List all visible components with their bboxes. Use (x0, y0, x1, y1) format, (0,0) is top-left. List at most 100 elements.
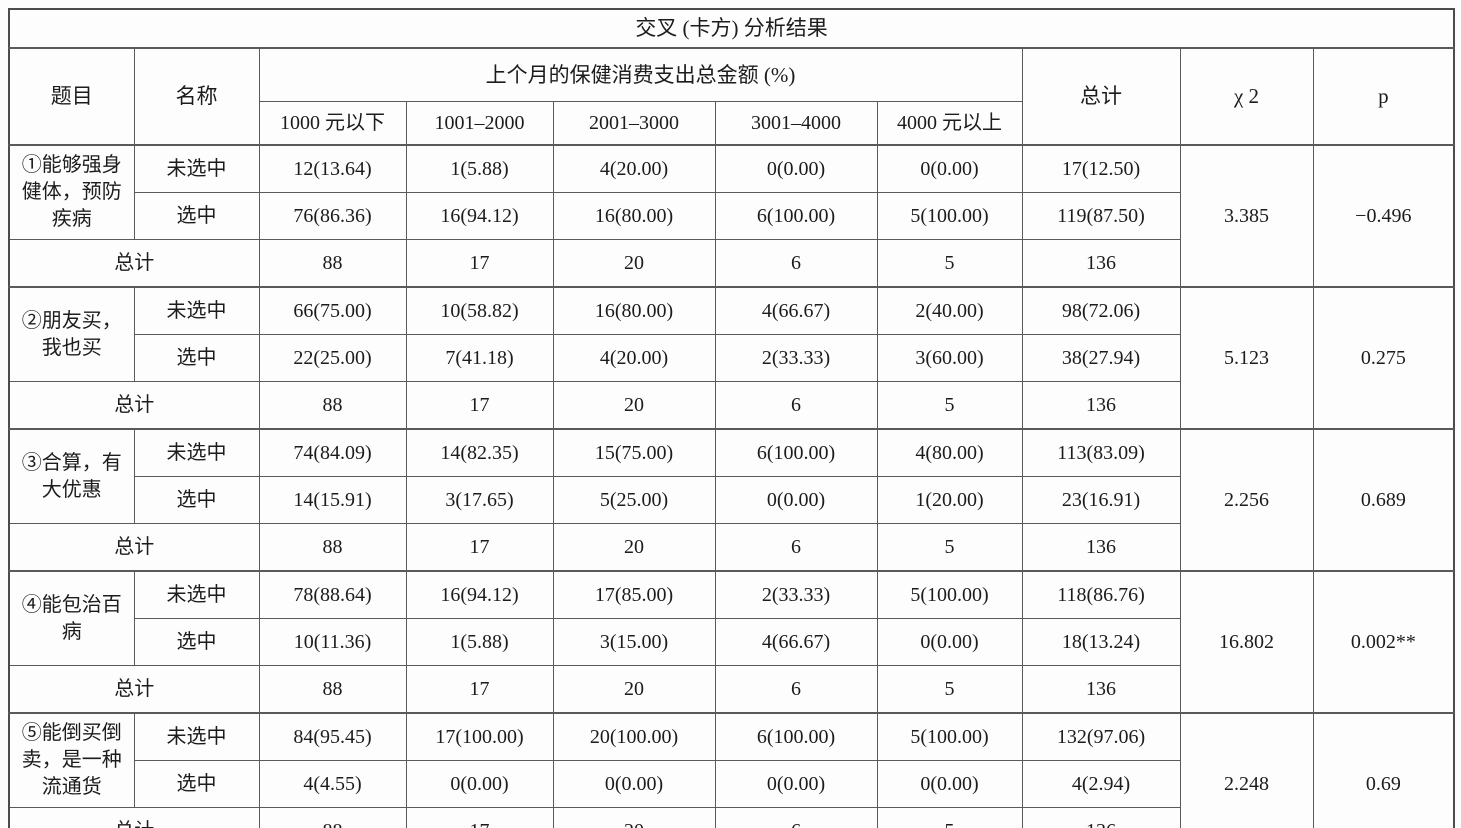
table-row: 题目 名称 上个月的保健消费支出总金额 (%) 总计 χ 2 p (8, 47, 1455, 146)
row-label-selected: 选中 (133, 334, 260, 382)
value-cell: 17 (405, 239, 554, 288)
row-label-unselected: 未选中 (133, 570, 260, 619)
chi2-cell: 2.256 (1179, 428, 1314, 572)
topic-cell: ⑤能倒买倒卖，是一种流通货 (8, 712, 135, 808)
value-cell: 4(66.67) (714, 286, 878, 335)
value-cell: 0(0.00) (714, 760, 878, 808)
table-row: 1000 元以下 1001–2000 2001–3000 3001–4000 4… (9, 101, 1454, 146)
topic-cell: ①能够强身健体，预防疾病 (8, 144, 135, 240)
value-cell: 88 (258, 523, 407, 572)
value-cell: 136 (1021, 381, 1181, 430)
value-cell: 20 (552, 523, 716, 572)
value-cell: 2(33.33) (714, 570, 878, 619)
value-cell: 5(100.00) (876, 570, 1023, 619)
table-row: ①能够强身健体，预防疾病 未选中 12(13.64) 1(5.88) 4(20.… (8, 144, 1455, 288)
value-cell: 5 (876, 523, 1023, 572)
value-cell: 113(83.09) (1021, 428, 1181, 477)
row-label-total: 总计 (8, 239, 260, 288)
row-label-unselected: 未选中 (133, 712, 260, 761)
value-cell: 78(88.64) (258, 570, 407, 619)
value-cell: 136 (1021, 239, 1181, 288)
value-cell: 20 (552, 239, 716, 288)
col-header-topic: 题目 (8, 47, 135, 146)
value-cell: 0(0.00) (876, 144, 1023, 193)
row-label-total: 总计 (8, 665, 260, 714)
value-cell: 6 (714, 381, 878, 430)
value-cell: 84(95.45) (258, 712, 407, 761)
table-row: 选中 10(11.36) 1(5.88) 3(15.00) 4(66.67) 0… (9, 618, 1454, 666)
col-header-spend-level-0: 1000 元以下 (258, 101, 407, 146)
value-cell: 6 (714, 523, 878, 572)
value-cell: 3(15.00) (552, 618, 716, 666)
col-header-spend-level-1: 1001–2000 (405, 101, 554, 146)
value-cell: 18(13.24) (1021, 618, 1181, 666)
value-cell: 76(86.36) (258, 192, 407, 240)
chi-square-results-table: 交叉 (卡方) 分析结果 题目 名称 上个月的保健消费支出总金额 (%) 总计 … (8, 8, 1456, 828)
col-header-chi2: χ 2 (1179, 47, 1314, 146)
value-cell: 16(80.00) (552, 192, 716, 240)
value-cell: 6(100.00) (714, 192, 878, 240)
table-row: 交叉 (卡方) 分析结果 (8, 8, 1455, 49)
col-header-spend-group: 上个月的保健消费支出总金额 (%) (258, 47, 1023, 102)
topic-cell: ③合算，有大优惠 (8, 428, 135, 524)
table-row: 选中 4(4.55) 0(0.00) 0(0.00) 0(0.00) 0(0.0… (9, 760, 1454, 808)
value-cell: 136 (1021, 665, 1181, 714)
value-cell: 17(100.00) (405, 712, 554, 761)
value-cell: 0(0.00) (552, 760, 716, 808)
col-header-name: 名称 (133, 47, 260, 146)
chi2-cell: 2.248 (1179, 712, 1314, 828)
row-label-total: 总计 (8, 381, 260, 430)
value-cell: 16(80.00) (552, 286, 716, 335)
value-cell: 136 (1021, 523, 1181, 572)
value-cell: 23(16.91) (1021, 476, 1181, 524)
value-cell: 136 (1021, 807, 1181, 828)
value-cell: 1(5.88) (405, 618, 554, 666)
value-cell: 88 (258, 807, 407, 828)
value-cell: 5 (876, 665, 1023, 714)
col-header-spend-level-3: 3001–4000 (714, 101, 878, 146)
row-label-selected: 选中 (133, 476, 260, 524)
value-cell: 4(2.94) (1021, 760, 1181, 808)
row-label-total: 总计 (8, 807, 260, 828)
row-label-selected: 选中 (133, 760, 260, 808)
value-cell: 17 (405, 665, 554, 714)
table-row: 总计 88 17 20 6 5 136 (8, 665, 1454, 714)
value-cell: 20 (552, 807, 716, 828)
value-cell: 4(4.55) (258, 760, 407, 808)
value-cell: 22(25.00) (258, 334, 407, 382)
table-row: 总计 88 17 20 6 5 136 (8, 523, 1454, 572)
p-cell: 0.689 (1312, 428, 1455, 572)
value-cell: 6 (714, 665, 878, 714)
value-cell: 7(41.18) (405, 334, 554, 382)
table-row: ③合算，有大优惠 未选中 74(84.09) 14(82.35) 15(75.0… (8, 428, 1455, 572)
value-cell: 1(20.00) (876, 476, 1023, 524)
value-cell: 0(0.00) (876, 760, 1023, 808)
p-cell: 0.275 (1312, 286, 1455, 430)
value-cell: 10(58.82) (405, 286, 554, 335)
table-title: 交叉 (卡方) 分析结果 (8, 8, 1455, 49)
value-cell: 74(84.09) (258, 428, 407, 477)
row-label-unselected: 未选中 (133, 144, 260, 193)
table-row: 选中 22(25.00) 7(41.18) 4(20.00) 2(33.33) … (9, 334, 1454, 382)
value-cell: 3(17.65) (405, 476, 554, 524)
value-cell: 88 (258, 665, 407, 714)
col-header-total: 总计 (1021, 47, 1181, 146)
value-cell: 6 (714, 807, 878, 828)
table-row: 选中 76(86.36) 16(94.12) 16(80.00) 6(100.0… (9, 192, 1454, 240)
value-cell: 0(0.00) (714, 144, 878, 193)
row-label-unselected: 未选中 (133, 286, 260, 335)
value-cell: 1(5.88) (405, 144, 554, 193)
value-cell: 98(72.06) (1021, 286, 1181, 335)
value-cell: 2(33.33) (714, 334, 878, 382)
p-cell: 0.69 (1312, 712, 1455, 828)
table-row: 总计 88 17 20 6 5 136 (8, 807, 1454, 828)
value-cell: 118(86.76) (1021, 570, 1181, 619)
value-cell: 119(87.50) (1021, 192, 1181, 240)
row-label-selected: 选中 (133, 618, 260, 666)
value-cell: 14(82.35) (405, 428, 554, 477)
value-cell: 14(15.91) (258, 476, 407, 524)
value-cell: 17(12.50) (1021, 144, 1181, 193)
value-cell: 20 (552, 665, 716, 714)
table-row: 总计 88 17 20 6 5 136 (8, 381, 1454, 430)
topic-cell: ④能包治百病 (8, 570, 135, 666)
